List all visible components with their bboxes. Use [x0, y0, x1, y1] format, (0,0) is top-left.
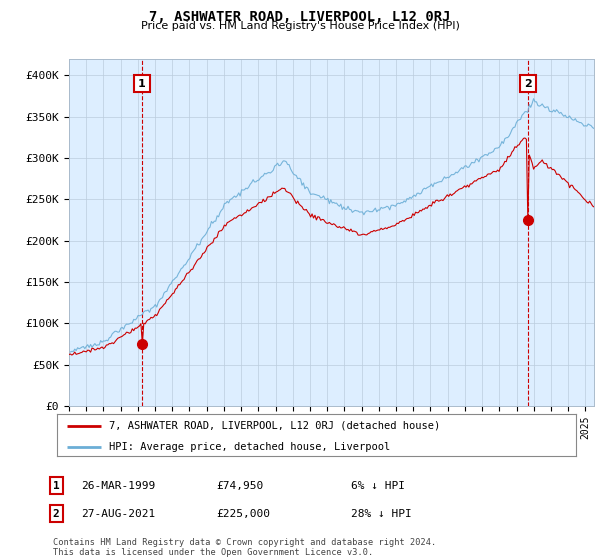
Text: HPI: Average price, detached house, Liverpool: HPI: Average price, detached house, Live…: [109, 442, 390, 452]
Text: 7, ASHWATER ROAD, LIVERPOOL, L12 0RJ (detached house): 7, ASHWATER ROAD, LIVERPOOL, L12 0RJ (de…: [109, 421, 440, 431]
Text: Price paid vs. HM Land Registry's House Price Index (HPI): Price paid vs. HM Land Registry's House …: [140, 21, 460, 31]
Text: £225,000: £225,000: [216, 508, 270, 519]
Text: 1: 1: [53, 480, 59, 491]
Text: 26-MAR-1999: 26-MAR-1999: [81, 480, 155, 491]
Text: 1: 1: [138, 78, 146, 88]
Text: 6% ↓ HPI: 6% ↓ HPI: [351, 480, 405, 491]
Text: 7, ASHWATER ROAD, LIVERPOOL, L12 0RJ: 7, ASHWATER ROAD, LIVERPOOL, L12 0RJ: [149, 10, 451, 24]
Text: 2: 2: [524, 78, 532, 88]
Text: 27-AUG-2021: 27-AUG-2021: [81, 508, 155, 519]
Text: Contains HM Land Registry data © Crown copyright and database right 2024.
This d: Contains HM Land Registry data © Crown c…: [53, 538, 436, 557]
Text: 2: 2: [53, 508, 59, 519]
Text: 28% ↓ HPI: 28% ↓ HPI: [351, 508, 412, 519]
Text: £74,950: £74,950: [216, 480, 263, 491]
